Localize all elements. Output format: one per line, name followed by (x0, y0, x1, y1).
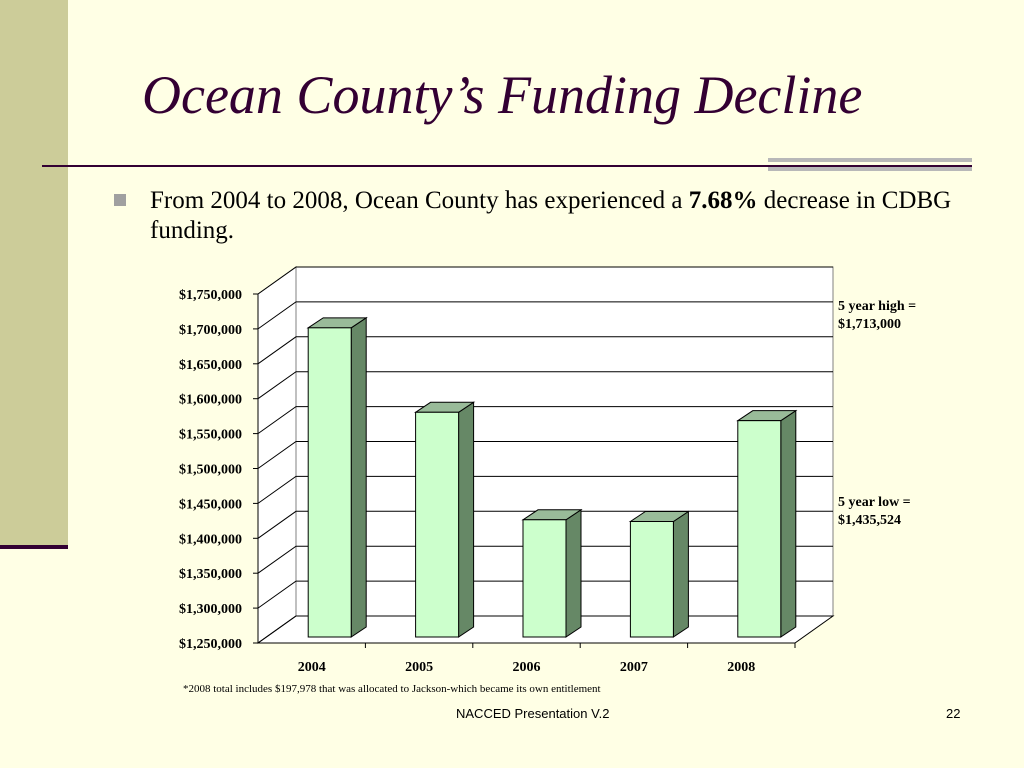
bar-2008 (736, 409, 798, 638)
side-band (0, 0, 68, 545)
y-tick-label: $1,550,000 (179, 428, 242, 443)
y-tick-label: $1,350,000 (179, 567, 242, 582)
gridline (257, 301, 833, 330)
x-tick-label: 2008 (727, 660, 755, 675)
chart-labels: $1,250,000 $1,300,000 $1,350,000 $1,400,000… (179, 288, 755, 675)
bar-side (350, 316, 367, 638)
gridline (257, 475, 833, 504)
square-bullet-icon (114, 194, 126, 206)
bullet-text-start: From 2004 to 2008, Ocean County has expe… (150, 187, 689, 214)
bar-front (307, 327, 352, 638)
bullet-text: From 2004 to 2008, Ocean County has expe… (150, 186, 960, 246)
bar-front (737, 420, 782, 638)
bar-2004 (306, 316, 368, 638)
annotation-five-year-high: 5 year high = $1,713,000 (838, 298, 916, 334)
chart-bars (306, 316, 798, 638)
x-tick-label: 2006 (513, 660, 541, 675)
slide-title: Ocean County’s Funding Decline (142, 65, 863, 125)
bar-front (522, 519, 567, 638)
decorative-bars (768, 158, 972, 180)
annotation-high-line-2: $1,713,000 (838, 317, 901, 332)
bar-front (415, 411, 460, 638)
footer-text: NACCED Presentation V.2 (456, 706, 610, 721)
y-tick-label: $1,450,000 (179, 497, 242, 512)
gridline (257, 371, 833, 400)
bar-side (780, 409, 797, 638)
annotation-low-line-2: $1,435,524 (838, 513, 901, 528)
y-tick-label: $1,700,000 (179, 323, 242, 338)
page-number: 22 (946, 706, 961, 721)
y-tick-label: $1,250,000 (179, 637, 242, 652)
title-rule (42, 165, 972, 167)
x-tick-label: 2007 (620, 660, 648, 675)
x-tick-label: 2004 (298, 660, 326, 675)
gridline (257, 441, 833, 469)
bar-side (672, 510, 689, 638)
annotation-low-line-1: 5 year low = (838, 495, 911, 510)
gridline (257, 266, 833, 295)
bar-2007 (628, 510, 691, 638)
annotation-five-year-low: 5 year low = $1,435,524 (838, 494, 911, 530)
bar-2005 (413, 401, 476, 638)
bar-front (629, 521, 674, 638)
bullet-percentage: 7.68% (688, 187, 758, 214)
chart-footnote: *2008 total includes $197,978 that was a… (183, 683, 601, 695)
bar-side (458, 401, 475, 638)
y-tick-label: $1,650,000 (179, 358, 242, 373)
x-tick-label: 2005 (405, 660, 433, 675)
side-band-underline (0, 545, 68, 549)
y-tick-label: $1,600,000 (179, 393, 242, 408)
bar-2006 (521, 508, 583, 638)
bar-side (565, 508, 582, 638)
bullet-text-end: decrease in CDBG funding. (150, 187, 952, 244)
gridline (257, 406, 833, 435)
y-tick-label: $1,500,000 (179, 463, 242, 478)
chart-axes (253, 293, 796, 648)
y-tick-label: $1,750,000 (179, 288, 242, 303)
y-tick-label: $1,400,000 (179, 532, 242, 547)
gridline (257, 336, 833, 365)
annotation-high-line-1: 5 year high = (838, 299, 917, 314)
y-tick-label: $1,300,000 (179, 602, 242, 617)
